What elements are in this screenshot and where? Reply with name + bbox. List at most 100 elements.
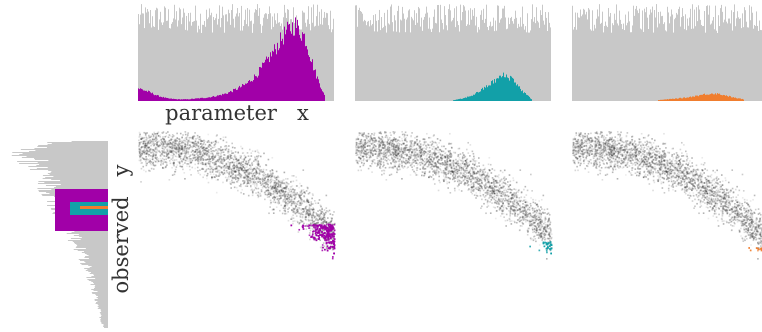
scatter-point: [508, 218, 510, 220]
selected-point: [329, 227, 332, 230]
prior-bar: [644, 8, 645, 102]
scatter-point: [146, 152, 148, 155]
scatter-point: [358, 146, 361, 148]
scatter-point: [141, 152, 143, 155]
scatter-point: [200, 142, 202, 145]
scatter-point: [152, 151, 154, 154]
prior-bar: [397, 10, 398, 101]
scatter-point: [300, 189, 303, 192]
scatter-point: [185, 147, 188, 150]
prior-bar: [678, 9, 679, 101]
prior-bar: [382, 28, 383, 102]
scatter-point: [184, 154, 186, 157]
y-prior-bar: [96, 297, 108, 298]
posterior-bar: [170, 98, 171, 101]
scatter-point: [257, 191, 260, 194]
scatter-point: [308, 191, 311, 194]
y-prior-bar: [47, 142, 108, 143]
scatter-point: [524, 199, 527, 201]
scatter-point: [299, 191, 301, 193]
scatter-point: [222, 136, 225, 139]
scatter-point: [287, 211, 289, 213]
scatter-point: [267, 187, 270, 189]
scatter-point: [154, 148, 156, 151]
scatter-point: [294, 197, 297, 199]
scatter-point: [319, 231, 322, 234]
scatter-point: [174, 170, 177, 173]
prior-bar: [747, 27, 748, 102]
scatter-point: [271, 186, 273, 189]
scatter-point: [369, 135, 372, 138]
scatter-point: [178, 149, 180, 152]
y-prior-bar: [49, 174, 108, 175]
scatter-point: [498, 188, 501, 190]
scatter-point: [235, 159, 238, 162]
prior-bar: [371, 25, 372, 102]
scatter-point: [294, 191, 297, 194]
scatter-point: [142, 158, 145, 160]
scatter-point: [158, 160, 160, 163]
y-prior-bar: [80, 239, 108, 240]
scatter-point: [383, 143, 386, 146]
scatter-point: [181, 152, 183, 154]
prior-bar: [438, 4, 439, 102]
scatter-point: [405, 137, 408, 139]
scatter-point: [234, 170, 237, 173]
scatter-point: [413, 152, 416, 154]
scatter-point: [547, 218, 550, 220]
y-prior-bar: [97, 308, 108, 309]
scatter-point: [142, 151, 145, 154]
posterior-bar: [510, 75, 511, 101]
scatter-point: [160, 164, 162, 166]
scatter-point: [460, 182, 462, 185]
scatter-point: [251, 168, 254, 170]
posterior-bar: [741, 99, 742, 101]
scatter-point: [153, 144, 156, 146]
scatter-point: [246, 185, 249, 188]
scatter-point: [282, 194, 284, 197]
scatter-point: [260, 190, 263, 193]
posterior-bar: [297, 19, 298, 101]
scatter-point: [237, 177, 240, 179]
scatter-point: [331, 241, 334, 244]
scatter-point: [197, 162, 200, 165]
scatter-point: [163, 152, 166, 154]
scatter-point: [253, 168, 255, 170]
scatter-point: [194, 167, 196, 170]
scatter-point: [156, 132, 159, 135]
scatter-point: [423, 152, 426, 155]
scatter-point: [197, 170, 199, 172]
scatter-point: [330, 247, 333, 249]
selected-point: [321, 233, 324, 236]
scatter-point: [257, 163, 259, 166]
scatter-point: [252, 169, 255, 171]
scatter-point: [156, 149, 159, 152]
scatter-point: [373, 132, 376, 135]
scatter-point: [191, 166, 194, 169]
scatter-point: [170, 151, 173, 154]
scatter-point: [203, 149, 205, 151]
scatter-point: [492, 187, 494, 190]
scatter-point: [226, 156, 229, 159]
posterior-bar: [670, 98, 671, 101]
y-prior-bar: [86, 277, 108, 278]
scatter-point: [165, 142, 167, 145]
y-prior-bar: [39, 164, 108, 165]
scatter-point: [285, 194, 288, 196]
selected-point: [331, 257, 334, 260]
posterior-bar: [324, 94, 325, 101]
scatter-point: [198, 150, 201, 152]
scatter-point: [198, 138, 200, 141]
posterior-bar: [482, 87, 483, 101]
scatter-point: [243, 182, 245, 185]
scatter-point: [288, 191, 291, 193]
scatter-point: [206, 150, 208, 153]
prior-bar: [247, 8, 248, 101]
scatter-point: [295, 194, 297, 197]
selected-point: [311, 235, 314, 237]
scatter-point: [231, 181, 234, 184]
scatter-point: [273, 187, 276, 189]
scatter-point: [309, 212, 311, 214]
scatter-point: [267, 181, 269, 183]
scatter-point: [298, 207, 301, 209]
